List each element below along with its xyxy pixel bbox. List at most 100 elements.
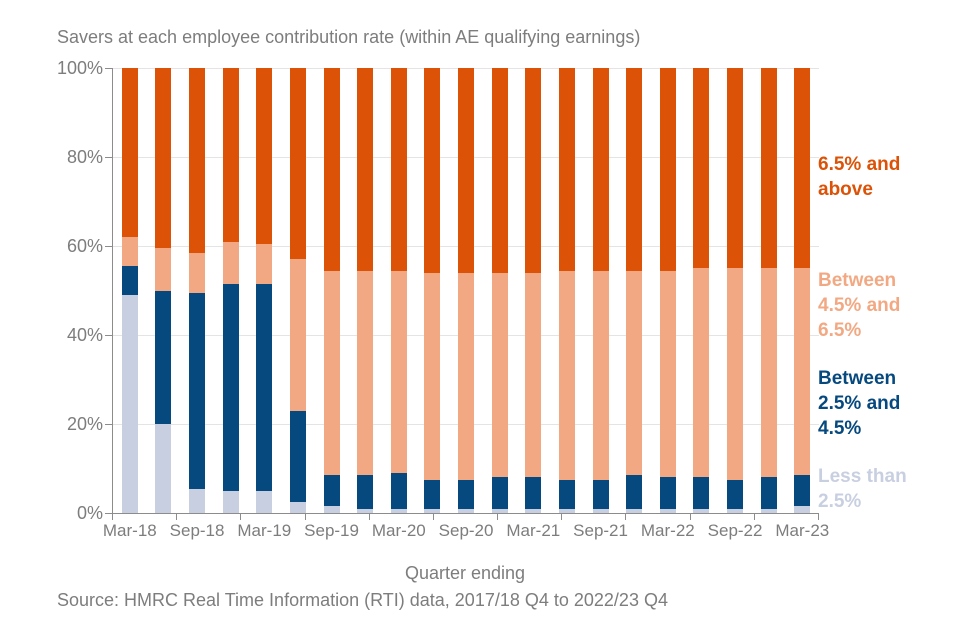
bar-segment: [794, 475, 811, 507]
bar-segment: [424, 272, 441, 480]
bar-segment: [760, 477, 777, 509]
x-axis-label: Sep-19: [304, 521, 359, 540]
bar-segment: [289, 68, 306, 260]
stacked-bar: [189, 68, 206, 513]
x-axis-label: Mar-19: [237, 521, 292, 540]
bar-segment: [256, 68, 273, 244]
x-axis-label: Mar-23: [775, 521, 830, 540]
y-axis-label-20: 20%: [66, 414, 103, 434]
bar-segment: [323, 506, 340, 513]
stacked-bar: [256, 68, 273, 513]
x-axis-label-cell: Mar-22: [641, 521, 695, 543]
x-axis-label-cell: Mar-21: [506, 521, 560, 543]
bar-column-Mar-18: [113, 68, 147, 513]
bar-segment: [458, 272, 475, 480]
x-axis-label: Mar-20: [371, 521, 426, 540]
bar-segment: [592, 508, 609, 513]
bar-segment: [491, 68, 508, 273]
bar-segment: [794, 268, 811, 476]
bar-column-Dec-20: [483, 68, 517, 513]
stacked-bar: [357, 68, 374, 513]
bar-segment: [626, 475, 643, 509]
bar-segment: [626, 508, 643, 513]
bar-segment: [592, 479, 609, 509]
bar-segment: [794, 506, 811, 513]
bar-segment: [424, 508, 441, 513]
bar-segment: [693, 68, 710, 269]
x-axis-label: Sep-21: [573, 521, 628, 540]
x-tick: [818, 514, 819, 520]
bar-segment: [558, 68, 575, 271]
stacked-bar: [558, 68, 575, 513]
x-axis-label: Mar-21: [506, 521, 561, 540]
x-tick: [304, 514, 306, 520]
stacked-bar: [525, 68, 542, 513]
stacked-bar: [458, 68, 475, 513]
bar-segment: [189, 488, 206, 513]
stacked-bar: [794, 68, 811, 513]
bar-column-Sep-22: [718, 68, 752, 513]
bar-segment: [390, 270, 407, 473]
y-tick-0: [105, 513, 113, 514]
bar-column-Jun-20: [416, 68, 450, 513]
x-tick: [561, 514, 563, 520]
bar-segment: [155, 68, 172, 249]
stacked-bar: [424, 68, 441, 513]
bar-segment: [794, 68, 811, 269]
bar-segment: [121, 266, 138, 295]
y-axis-label-60: 60%: [66, 236, 103, 256]
x-axis-label-cell: Sep-19: [304, 521, 359, 543]
bar-segment: [525, 477, 542, 509]
bar-segment: [626, 68, 643, 271]
bar-segment: [659, 270, 676, 478]
bar-segment: [189, 68, 206, 253]
bar-column-Sep-21: [584, 68, 618, 513]
bar-segment: [323, 68, 340, 271]
x-axis-label-cell: Mar-23: [775, 521, 829, 543]
stacked-bar: [693, 68, 710, 513]
stacked-bar: [222, 68, 239, 513]
bar-segment: [693, 477, 710, 509]
bar-segment: [693, 508, 710, 513]
bar-segment: [659, 508, 676, 513]
bar-segment: [390, 68, 407, 271]
y-tick-40: [105, 335, 113, 336]
x-axis-title: Quarter ending: [404, 563, 526, 583]
source-note: Source: HMRC Real Time Information (RTI)…: [57, 590, 668, 610]
bar-segment: [155, 424, 172, 513]
y-axis-label-80: 80%: [66, 147, 103, 167]
bar-segment: [357, 68, 374, 271]
bar-segment: [256, 243, 273, 284]
bar-segment: [289, 501, 306, 513]
bars-container: [113, 68, 819, 513]
bar-segment: [390, 508, 407, 513]
legend-label-between-45-65: Between 4.5% and 6.5%: [818, 270, 901, 342]
bar-segment: [525, 272, 542, 478]
stacked-bar: [390, 68, 407, 513]
x-axis-label-cell: Sep-22: [708, 521, 763, 543]
x-tick: [240, 514, 242, 520]
bar-column-Dec-21: [617, 68, 651, 513]
bar-segment: [491, 508, 508, 513]
bar-segment: [491, 477, 508, 509]
bar-segment: [256, 283, 273, 491]
bar-segment: [222, 490, 239, 513]
bar-segment: [760, 68, 777, 269]
stacked-bar: [121, 68, 138, 513]
y-tick-100: [105, 68, 113, 69]
bar-segment: [222, 241, 239, 284]
bar-segment: [155, 290, 172, 424]
plot-area: Mar-18 Sep-18 Mar-19 Sep-19 Mar-20 Sep-20 Mar-…: [103, 68, 829, 540]
y-axis-labels: 0% 20% 40% 60% 80% 100%: [0, 58, 103, 523]
bar-segment: [121, 237, 138, 267]
bar-segment: [256, 490, 273, 513]
stacked-bar: [727, 68, 744, 513]
stacked-bar: [323, 68, 340, 513]
x-tick: [112, 514, 113, 520]
x-tick: [368, 514, 370, 520]
bar-segment: [424, 68, 441, 273]
bar-column-Dec-18: [214, 68, 248, 513]
x-axis-label-cell: Mar-18: [103, 521, 157, 543]
bar-segment: [390, 472, 407, 509]
stacked-bar: [491, 68, 508, 513]
